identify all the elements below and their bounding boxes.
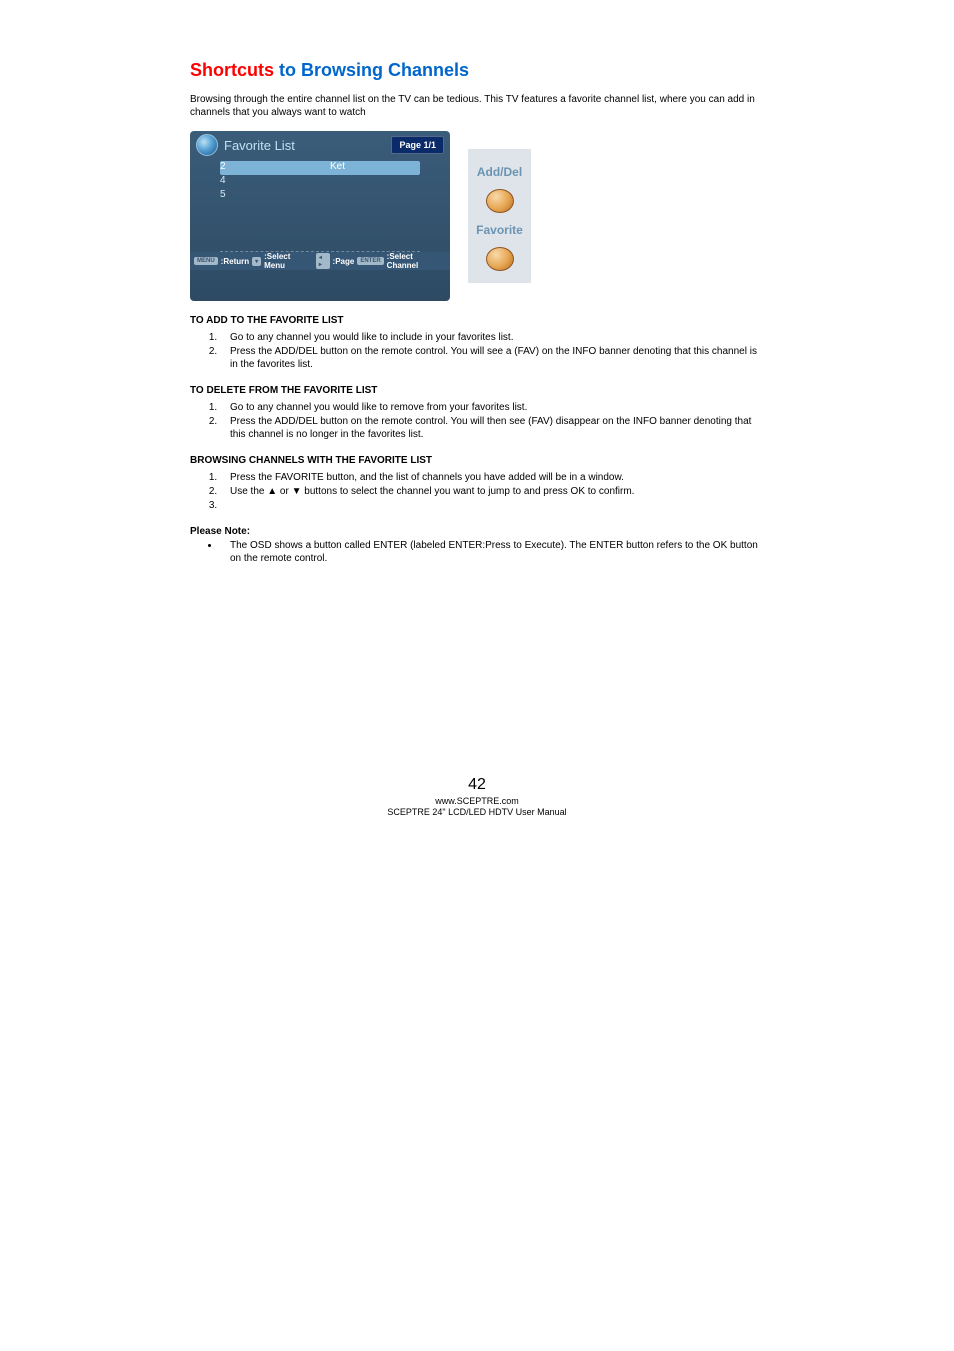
add-del-button-icon [486, 189, 514, 213]
page-heading: Shortcuts to Browsing Channels [190, 60, 764, 81]
please-note-label: Please Note: [190, 526, 764, 537]
document-page: Shortcuts to Browsing Channels Browsing … [0, 0, 954, 879]
enter-key-icon: ENTER [357, 257, 383, 265]
channel-number: 5 [220, 189, 330, 203]
footer-text: :Select Channel [387, 252, 446, 270]
list-item: Go to any channel you would like to remo… [220, 401, 764, 414]
channel-name: Ket [330, 161, 345, 175]
favorite-list-footer: MENU :Return ▾ :Select Menu ◂ ▸ :Page EN… [190, 252, 450, 270]
nav-key-icon: ▾ [252, 257, 261, 266]
favorite-list-title: Favorite List [224, 138, 385, 153]
list-item: 5 [220, 189, 420, 203]
channel-number: 2 [220, 161, 330, 175]
channel-number: 4 [220, 175, 330, 189]
footer-text: :Page [333, 257, 355, 266]
please-note-list: The OSD shows a button called ENTER (lab… [220, 539, 764, 565]
list-item: Use the ▲ or ▼ buttons to select the cha… [220, 485, 764, 498]
page-badge: Page 1/1 [391, 136, 444, 154]
menu-key-icon: MENU [194, 257, 218, 265]
footer-model: SCEPTRE 24" LCD/LED HDTV User Manual [190, 807, 764, 819]
favorite-list-screenshot: Favorite List Page 1/1 2 Ket 4 5 [190, 131, 450, 301]
list-item: 4 [220, 175, 420, 189]
remote-buttons-illustration: Add/Del Favorite [468, 149, 531, 283]
globe-icon [196, 134, 218, 156]
figure-row: Favorite List Page 1/1 2 Ket 4 5 [190, 131, 764, 301]
page-footer: 42 www.SCEPTRE.com SCEPTRE 24" LCD/LED H… [190, 775, 764, 819]
page-number: 42 [190, 775, 764, 796]
list-item: Press the ADD/DEL button on the remote c… [220, 345, 764, 371]
favorite-list-header: Favorite List Page 1/1 [190, 131, 450, 159]
section-heading-browsing: BROWSING CHANNELS WITH THE FAVORITE LIST [190, 455, 764, 466]
intro-paragraph: Browsing through the entire channel list… [190, 93, 764, 119]
favorite-button-icon [486, 247, 514, 271]
list-item: Go to any channel you would like to incl… [220, 331, 764, 344]
section-heading-add: TO ADD TO THE FAVORITE LIST [190, 315, 764, 326]
list-item: The OSD shows a button called ENTER (lab… [220, 539, 764, 565]
favorite-label: Favorite [476, 223, 523, 237]
section-heading-delete: TO DELETE FROM THE FAVORITE LIST [190, 385, 764, 396]
add-steps-list: Go to any channel you would like to incl… [220, 331, 764, 371]
page-key-icon: ◂ ▸ [316, 253, 330, 269]
list-item [220, 499, 764, 512]
footer-text: :Return [221, 257, 249, 266]
favorite-list-body: 2 Ket 4 5 [190, 159, 450, 252]
heading-blue-part: to Browsing Channels [274, 60, 469, 80]
footer-url: www.SCEPTRE.com [190, 796, 764, 808]
footer-text: :Select Menu [264, 252, 313, 270]
list-item: 2 Ket [220, 161, 420, 175]
list-item: Press the ADD/DEL button on the remote c… [220, 415, 764, 441]
list-item: Press the FAVORITE button, and the list … [220, 471, 764, 484]
delete-steps-list: Go to any channel you would like to remo… [220, 401, 764, 441]
add-del-label: Add/Del [477, 165, 522, 179]
browsing-steps-list: Press the FAVORITE button, and the list … [220, 471, 764, 512]
heading-red-part: Shortcuts [190, 60, 274, 80]
